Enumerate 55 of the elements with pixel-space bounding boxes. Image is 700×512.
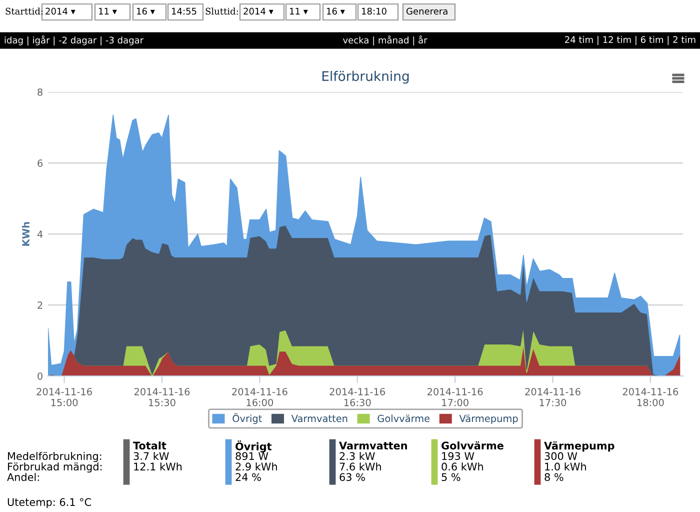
chart-title: Elförbrukning — [322, 70, 409, 84]
text: 1.0 kWh — [545, 462, 586, 471]
x-tick-label: 2014-11-16 16:00 — [232, 388, 288, 406]
text: 2.3 kW — [340, 452, 375, 460]
y-tick-label: 6 — [38, 159, 43, 167]
legend-label: Varmvatten — [291, 414, 348, 422]
text: 3.7 kW — [134, 452, 169, 460]
text: vecka | månad | år — [342, 35, 428, 46]
legend-label: Övrigt — [232, 413, 262, 424]
text: 5 % — [442, 473, 460, 482]
text: Sluttid: — [206, 8, 238, 15]
x-tick-label: 2014-11-16 15:00 — [36, 388, 92, 406]
text: 8 % — [544, 473, 564, 482]
x-tick-label: 2014-11-16 15:30 — [134, 388, 190, 406]
text: 11 ▾ — [290, 8, 308, 14]
text: 300 W — [544, 452, 578, 460]
text: 2.9 kWh — [236, 462, 277, 471]
text: 24 tim | 12 tim | 6 tim | 2 tim — [565, 36, 696, 46]
text: 0.6 kWh — [442, 462, 483, 471]
text: idag | igår | -2 dagar | -3 dagar — [4, 35, 144, 46]
text: 14:55 — [172, 8, 196, 15]
text: Golvvärme — [442, 441, 504, 450]
text: 63 % — [340, 473, 365, 482]
y-axis-title: KWh — [22, 222, 30, 246]
y-tick-label: 0 — [38, 372, 42, 380]
text: Varmvatten — [339, 442, 407, 450]
text: 16 ▾ — [136, 8, 155, 15]
y-tick-label: 2 — [38, 301, 42, 309]
legend-label: Värmepump — [459, 414, 518, 424]
text: 24 % — [236, 473, 261, 482]
x-tick-label: 2014-11-16 17:00 — [428, 388, 483, 406]
text: Generera — [406, 8, 448, 15]
text: 193 W — [442, 452, 474, 460]
legend-label: Golvvärme — [378, 414, 430, 422]
text: 12.1 kWh — [134, 462, 182, 470]
text: Medelförbrukning: — [8, 452, 102, 462]
text: 18:10 — [362, 8, 386, 15]
text: Värmepump — [544, 441, 614, 452]
text: 16 ▾ — [326, 8, 345, 15]
text: Totalt — [133, 441, 166, 450]
text: Utetemp: 6.1 °C — [8, 498, 91, 508]
text: 7.6 kWh — [340, 462, 381, 471]
y-tick-label: 8 — [38, 88, 42, 96]
text: 11 ▾ — [98, 8, 117, 14]
text: Andel: — [7, 472, 39, 482]
x-tick-label: 2014-11-16 17:30 — [525, 388, 580, 406]
text: 891 W — [236, 452, 268, 460]
text: Övrigt — [236, 440, 272, 452]
text: 2014 ▾ — [46, 8, 76, 15]
text: 2014 ▾ — [244, 8, 274, 15]
x-tick-label: 2014-11-16 18:00 — [622, 388, 678, 406]
text: Förbrukad mängd: — [8, 462, 102, 473]
text: Starttid: — [6, 8, 43, 15]
x-tick-label: 2014-11-16 16:30 — [330, 388, 385, 406]
y-tick-label: 4 — [37, 230, 43, 238]
